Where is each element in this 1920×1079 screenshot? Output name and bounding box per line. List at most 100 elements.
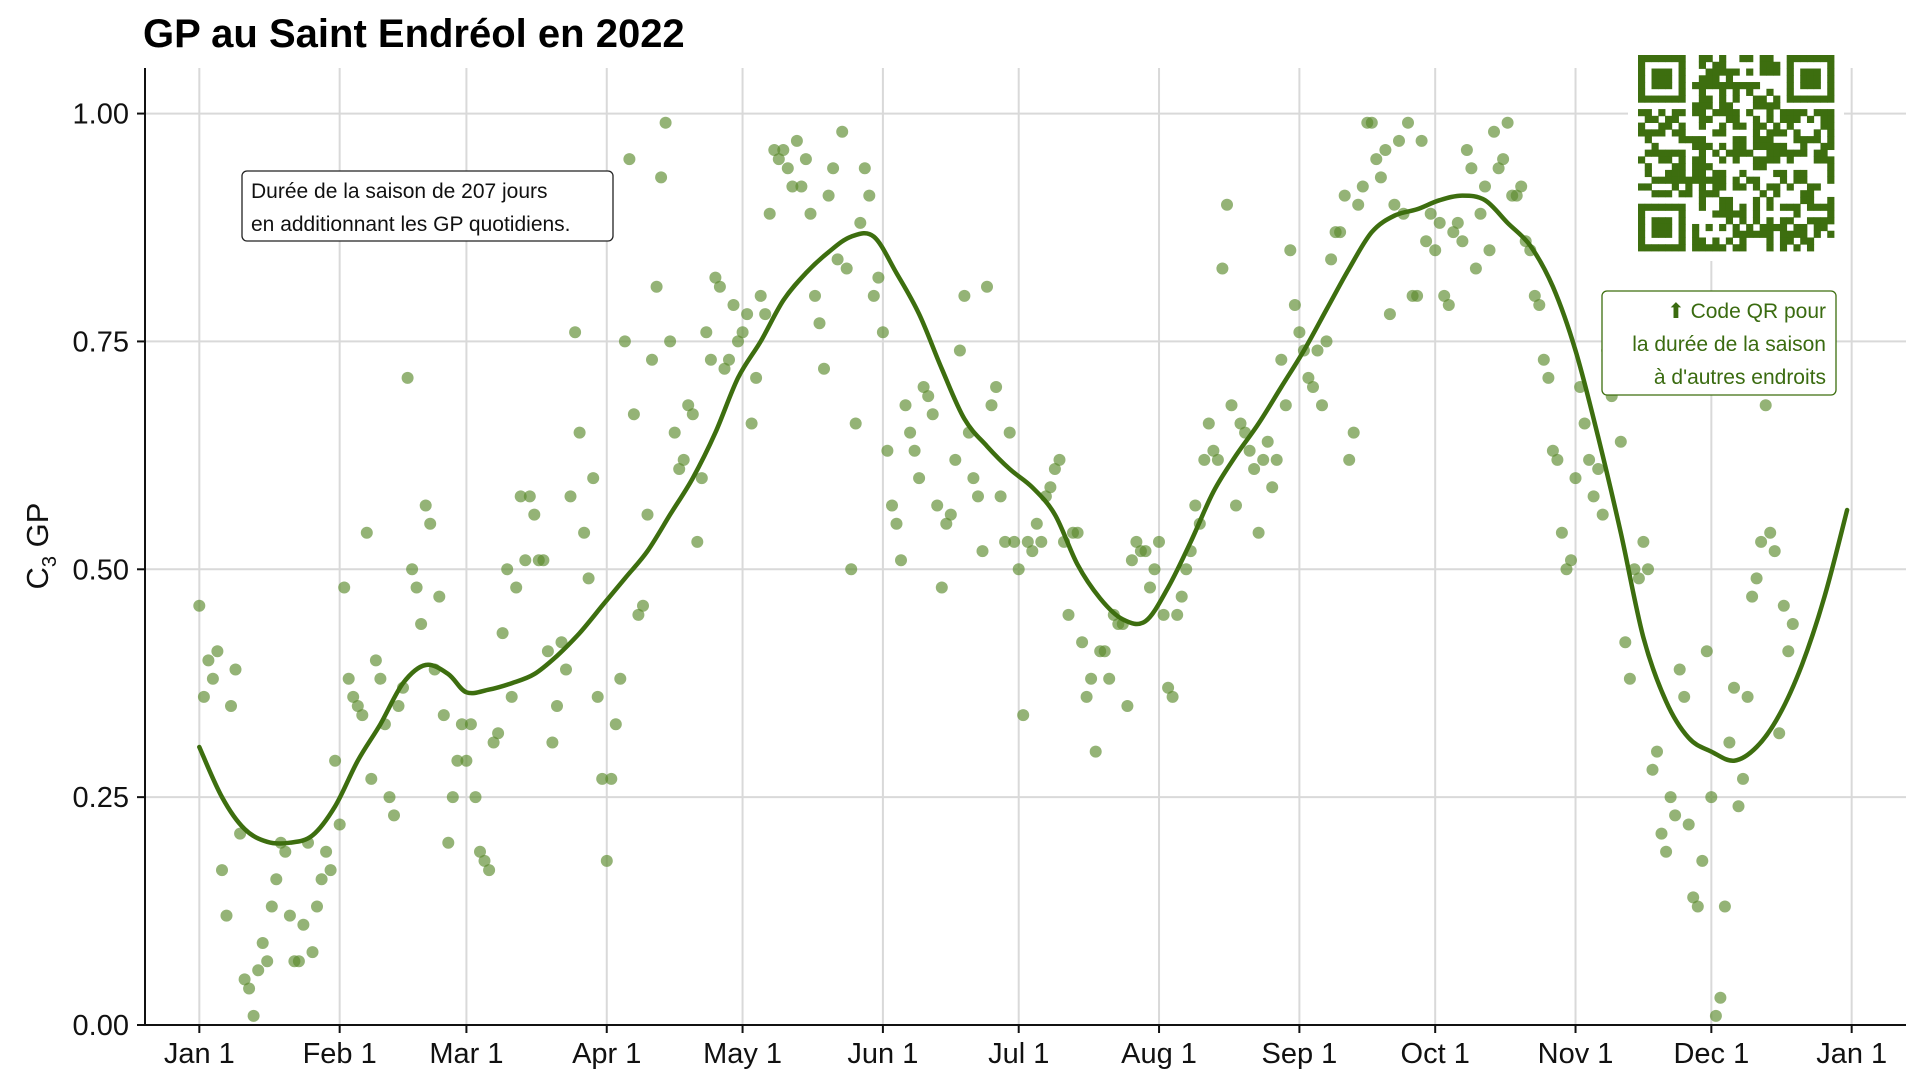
data-point [1565, 554, 1577, 567]
data-point [1316, 399, 1328, 412]
data-point [953, 344, 966, 357]
data-point [618, 335, 631, 348]
data-point [1492, 162, 1505, 175]
y-tick-label: 0.00 [73, 1010, 129, 1042]
data-point [1202, 417, 1215, 430]
data-point [1628, 563, 1641, 576]
data-point [1365, 116, 1378, 129]
data-point [1746, 590, 1759, 603]
data-point [1687, 891, 1700, 904]
data-point [1750, 572, 1763, 585]
qr-note-line-1: ⬆ Code QR pour [1667, 300, 1826, 323]
data-point [1501, 116, 1514, 129]
data-point [1356, 180, 1369, 193]
data-point [1451, 216, 1464, 229]
data-point [1293, 326, 1306, 339]
data-point [197, 690, 210, 703]
data-point [519, 554, 532, 567]
data-point [967, 472, 980, 485]
data-point [668, 426, 681, 439]
data-point [1614, 435, 1627, 448]
data-point [279, 845, 292, 858]
x-tick-label: Aug 1 [1121, 1038, 1197, 1070]
data-point [415, 618, 428, 630]
data-point [1320, 335, 1333, 348]
data-point [1583, 453, 1596, 466]
data-point [1189, 499, 1202, 512]
data-point [1678, 690, 1691, 703]
data-points [193, 116, 1799, 1022]
data-point [324, 864, 337, 877]
data-point [1420, 235, 1433, 248]
data-point [573, 426, 586, 439]
data-point [1755, 535, 1768, 548]
x-tick-label: Jan 1 [1816, 1038, 1887, 1070]
data-point [1442, 299, 1455, 311]
data-point [306, 946, 319, 959]
y-axis-label-rest: GP [20, 503, 55, 556]
qr-code-icon[interactable] [1628, 45, 1844, 261]
data-point [1465, 162, 1478, 175]
data-point [442, 836, 455, 849]
season-length-note: Durée de la saison de 207 jours en addit… [241, 170, 614, 242]
data-point [637, 599, 649, 612]
data-point [1343, 453, 1356, 466]
data-point [1474, 207, 1487, 220]
data-point [1411, 289, 1424, 302]
data-point [1460, 144, 1473, 156]
data-point [1275, 353, 1288, 366]
data-point [1089, 745, 1102, 758]
data-point [908, 444, 921, 457]
data-point [881, 444, 894, 457]
data-point [1180, 563, 1193, 576]
data-point [754, 289, 767, 302]
data-point [858, 162, 871, 175]
data-point [487, 736, 500, 749]
data-point [1709, 1009, 1722, 1022]
data-point [1379, 144, 1392, 156]
data-point [659, 116, 672, 129]
data-point [913, 472, 926, 485]
data-point [1225, 399, 1238, 412]
data-point [872, 271, 885, 284]
data-point [1714, 991, 1727, 1004]
data-point [1528, 289, 1541, 302]
data-point [437, 709, 450, 722]
data-point [564, 490, 577, 503]
data-point [940, 517, 953, 530]
data-point [790, 134, 803, 147]
x-tick-label: Mar 1 [429, 1038, 503, 1070]
data-point [1370, 153, 1383, 166]
data-point [419, 499, 432, 512]
data-point [225, 700, 237, 712]
data-point [451, 754, 464, 767]
data-point [632, 608, 645, 621]
data-point [1288, 299, 1301, 311]
data-point [238, 973, 251, 986]
data-point [713, 280, 726, 293]
x-axis-ticks: Jan 1 Feb 1 Mar 1 Apr 1 May 1 Jun 1 Jul 1 Aug 1… [164, 1025, 1887, 1070]
data-point [1705, 791, 1718, 804]
data-point [695, 472, 708, 485]
data-point [1374, 171, 1387, 184]
data-point [587, 472, 600, 485]
data-point [1098, 645, 1111, 658]
data-point [999, 535, 1012, 548]
data-point [886, 499, 898, 512]
data-point [723, 353, 735, 366]
data-point [193, 599, 206, 612]
x-tick-label: Dec 1 [1673, 1038, 1749, 1070]
data-point [1198, 453, 1211, 466]
data-point [741, 308, 754, 321]
data-point [351, 700, 364, 712]
data-point [1221, 198, 1233, 211]
data-point [1171, 608, 1184, 621]
x-tick-label: Oct 1 [1401, 1038, 1470, 1070]
y-tick-label: 1.00 [73, 99, 129, 131]
data-point [709, 271, 722, 284]
data-point [976, 545, 989, 558]
data-point [727, 299, 740, 311]
x-tick-label: Nov 1 [1538, 1038, 1614, 1070]
data-point [546, 736, 559, 749]
